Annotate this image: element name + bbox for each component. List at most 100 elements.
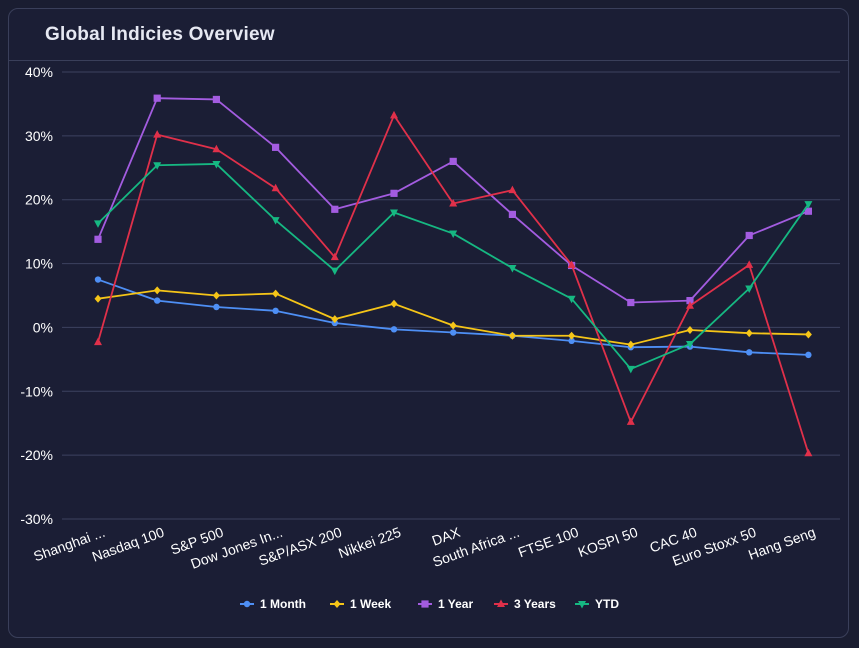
data-point: [330, 252, 339, 261]
data-point: [421, 600, 429, 608]
data-point: [508, 185, 517, 194]
data-point: [390, 299, 398, 308]
data-point: [508, 210, 516, 219]
series-line: [97, 114, 810, 454]
data-point: [333, 600, 341, 608]
legend: 1 Month 1 Week 1 Year 3 Years YTD: [240, 597, 619, 611]
data-point: [578, 601, 586, 609]
data-point: [330, 267, 339, 276]
y-tick-label: -30%: [20, 511, 53, 527]
legend-label: 1 Month: [260, 597, 306, 611]
data-point: [212, 144, 221, 153]
data-point: [567, 260, 576, 268]
data-point: [745, 329, 753, 338]
grid-lines: [62, 71, 840, 520]
series-1-year: [94, 94, 812, 307]
series-1-month: [94, 276, 812, 359]
legend-item-3-years[interactable]: 3 Years: [494, 597, 556, 611]
data-point: [804, 207, 812, 215]
data-point: [626, 365, 635, 374]
data-point: [805, 351, 812, 359]
data-point: [212, 95, 220, 104]
data-point: [212, 160, 221, 169]
legend-label: 1 Week: [350, 597, 391, 611]
y-tick-label: -20%: [20, 447, 53, 463]
data-point: [390, 189, 398, 197]
data-point: [331, 205, 339, 213]
data-point: [567, 295, 576, 304]
legend-item-1-week[interactable]: 1 Week: [330, 597, 391, 611]
data-point: [449, 157, 457, 165]
data-point: [686, 301, 694, 309]
series-lines: [94, 94, 813, 457]
data-point: [686, 325, 694, 334]
data-point: [746, 349, 753, 356]
series-1-week: [94, 286, 812, 349]
data-point: [449, 321, 457, 330]
data-point: [272, 307, 279, 315]
data-point: [568, 337, 575, 345]
y-tick-label: -10%: [20, 383, 53, 399]
data-point: [450, 329, 457, 336]
data-point: [508, 265, 517, 273]
data-point: [271, 183, 280, 192]
data-point: [153, 130, 162, 138]
data-point: [271, 217, 280, 225]
chart-card: Global Indicies Overview: [8, 8, 849, 638]
y-tick-label: 30%: [25, 128, 53, 144]
data-point: [94, 276, 102, 283]
x-tick-label: KOSPI 50: [576, 524, 640, 560]
data-point: [153, 286, 161, 295]
data-point: [154, 297, 161, 304]
y-tick-label: 40%: [25, 64, 53, 80]
x-tick-label: Nikkei 225: [336, 524, 403, 561]
series-3-years: [94, 110, 813, 457]
data-point: [804, 330, 812, 339]
data-point: [497, 599, 505, 607]
data-point: [627, 340, 635, 349]
data-point: [686, 297, 694, 305]
data-point: [94, 337, 102, 346]
data-point: [243, 600, 251, 608]
y-tick-label: 20%: [25, 192, 53, 208]
y-axis-ticks: -30% -20% -10% 0% 10% 20% 30% 40%: [20, 64, 53, 527]
data-point: [508, 331, 516, 340]
data-point: [745, 285, 754, 293]
data-point: [153, 162, 162, 170]
y-tick-label: 0%: [33, 319, 53, 335]
data-point: [449, 230, 458, 239]
data-point: [94, 220, 102, 228]
x-tick-label: FTSE 100: [516, 524, 581, 561]
legend-label: 1 Year: [438, 597, 473, 611]
data-point: [626, 417, 635, 425]
data-point: [390, 326, 398, 333]
legend-item-ytd[interactable]: YTD: [575, 597, 619, 611]
data-point: [153, 94, 161, 102]
legend-item-1-year[interactable]: 1 Year: [418, 597, 473, 611]
legend-label: 3 Years: [514, 597, 556, 611]
legend-label: YTD: [595, 597, 619, 611]
data-point: [272, 289, 280, 298]
x-tick-label: Hang Seng: [746, 524, 817, 563]
data-point: [390, 209, 398, 217]
card-header: Global Indicies Overview: [9, 9, 848, 61]
data-point: [94, 294, 102, 303]
data-point: [804, 448, 813, 457]
data-point: [745, 231, 753, 240]
data-point: [745, 260, 754, 268]
data-point: [390, 110, 398, 119]
data-point: [94, 235, 102, 243]
series-ytd: [94, 160, 813, 374]
legend-item-1-month[interactable]: 1 Month: [240, 597, 306, 611]
chart-title: Global Indicies Overview: [45, 23, 275, 45]
series-line: [97, 163, 810, 370]
data-point: [213, 303, 220, 311]
data-point: [272, 143, 280, 151]
data-point: [686, 341, 694, 349]
y-tick-label: 10%: [25, 256, 53, 272]
data-point: [212, 291, 220, 300]
data-point: [449, 199, 458, 207]
data-point: [568, 331, 576, 340]
